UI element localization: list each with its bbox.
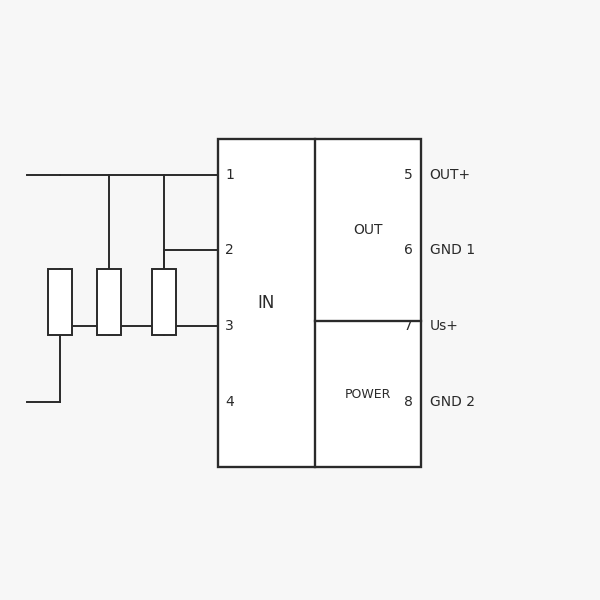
Text: 3: 3 [226,319,234,332]
Text: 4: 4 [226,395,234,409]
Text: GND 1: GND 1 [430,244,475,257]
Text: 7: 7 [404,319,413,332]
Bar [97,269,121,335]
Text: 8: 8 [404,395,413,409]
Text: GND 2: GND 2 [430,395,475,409]
Text: 5: 5 [404,167,413,182]
Text: OUT+: OUT+ [430,167,471,182]
Text: OUT: OUT [353,223,383,237]
Text: 1: 1 [226,167,234,182]
Text: 2: 2 [226,244,234,257]
Bar [48,269,72,335]
Text: Us+: Us+ [430,319,458,332]
Bar [152,269,176,335]
Text: POWER: POWER [344,388,391,401]
Text: IN: IN [257,294,275,312]
Text: 6: 6 [404,244,413,257]
Bar [218,139,421,467]
